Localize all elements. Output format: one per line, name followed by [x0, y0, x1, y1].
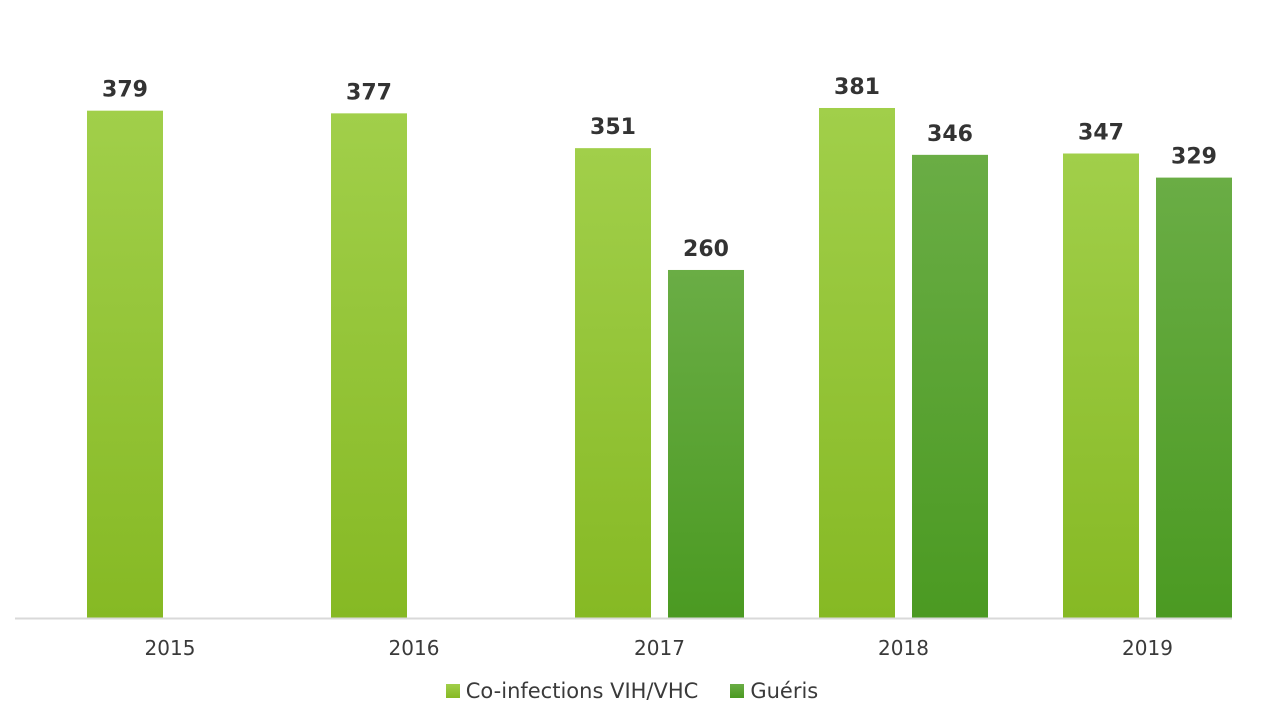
x-tick-label-2018: 2018 — [878, 636, 929, 660]
legend-swatch-series-2 — [730, 684, 745, 698]
data-label-series-2-2018: 346 — [927, 122, 973, 147]
bar-series-1-2016 — [331, 113, 407, 618]
data-label-series-1-2017: 351 — [590, 115, 636, 140]
legend-item-series-2: Guéris — [730, 679, 818, 703]
legend-item-series-1: Co-infections VIH/VHC — [445, 679, 699, 703]
bar-series-1-2019 — [1063, 153, 1139, 618]
bars-layer — [87, 107, 1232, 619]
bar-series-1-2018 — [819, 107, 895, 618]
data-label-series-1-2016: 377 — [346, 80, 392, 105]
data-label-series-1-2019: 347 — [1078, 121, 1124, 146]
legend-label-series-1: Co-infections VIH/VHC — [465, 679, 699, 703]
data-label-series-2-2017: 260 — [683, 237, 729, 262]
value-labels-layer: 379 377 351 260 381 346 347 329 — [102, 75, 1217, 262]
x-tick-label-2016: 2016 — [389, 636, 440, 660]
x-axis-tick-labels: 2015 2016 2017 2018 2019 — [145, 636, 1173, 660]
bar-series-1-2017 — [575, 148, 651, 618]
bar-series-2-2018 — [912, 154, 988, 618]
bar-series-2-2017 — [668, 269, 744, 618]
legend: Co-infections VIH/VHC Guéris — [0, 679, 1264, 703]
data-label-series-1-2018: 381 — [834, 75, 880, 100]
bar-series-1-2015 — [87, 110, 163, 619]
data-label-series-1-2015: 379 — [102, 78, 148, 103]
legend-swatch-series-1 — [445, 684, 460, 698]
data-label-series-2-2019: 329 — [1171, 145, 1217, 170]
x-tick-label-2019: 2019 — [1122, 636, 1173, 660]
x-tick-label-2015: 2015 — [145, 636, 196, 660]
bar-series-2-2019 — [1156, 177, 1232, 619]
legend-label-series-2: Guéris — [750, 679, 819, 703]
x-tick-label-2017: 2017 — [634, 636, 685, 660]
